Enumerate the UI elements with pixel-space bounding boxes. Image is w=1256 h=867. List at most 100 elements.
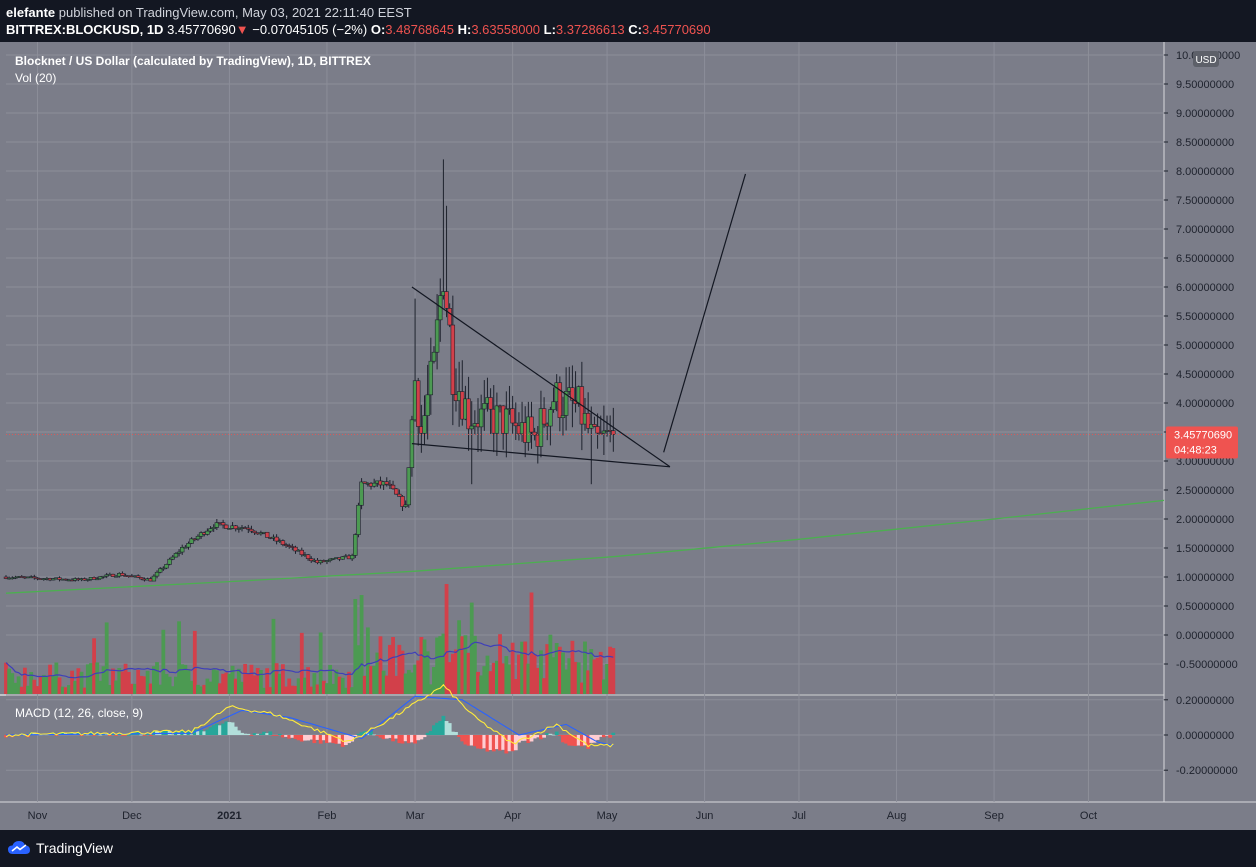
volume-bar xyxy=(158,684,163,694)
volume-bar xyxy=(517,654,521,694)
candle-body xyxy=(157,568,163,573)
volume-bar xyxy=(76,668,81,694)
time-axis-label: May xyxy=(597,810,618,822)
macd-histogram-bar xyxy=(236,730,241,735)
macd-histogram-bar xyxy=(258,733,263,735)
volume-bar xyxy=(262,687,266,694)
volume-bar xyxy=(369,666,373,694)
macd-histogram-bar xyxy=(570,735,575,746)
volume-bar xyxy=(501,663,506,694)
macd-histogram-bar xyxy=(233,726,238,735)
macd-histogram-bar xyxy=(142,735,147,736)
volume-bar xyxy=(337,676,342,694)
candle-body xyxy=(220,522,226,526)
volume-bar xyxy=(586,670,591,694)
volume-bar xyxy=(98,680,103,694)
macd-histogram-bar xyxy=(214,723,219,735)
time-axis-label: Jul xyxy=(792,810,806,822)
macd-histogram-bar xyxy=(406,735,411,744)
macd-histogram-bar xyxy=(196,731,200,735)
candle-body xyxy=(51,578,56,581)
time-axis-label: Nov xyxy=(28,810,48,822)
moving-average-line xyxy=(5,499,1165,594)
volume-bar xyxy=(520,641,524,694)
candle-body xyxy=(529,416,534,433)
macd-histogram-bar xyxy=(189,734,194,736)
candle-body xyxy=(85,579,91,581)
candle-body xyxy=(450,324,456,395)
volume-bar xyxy=(252,675,257,694)
macd-histogram-bar xyxy=(595,735,600,740)
candle-body xyxy=(32,576,37,579)
macd-histogram-bar xyxy=(183,733,188,735)
candle-body xyxy=(504,408,509,434)
candle-body xyxy=(249,528,254,532)
volume-bar xyxy=(4,662,8,694)
chart-canvas[interactable]: NovDec2021FebMarAprMayJunJulAugSepOct10.… xyxy=(0,42,1256,830)
volume-bar xyxy=(161,629,166,694)
macd-histogram-bar xyxy=(331,735,336,744)
price-axis-label: 8.50000000 xyxy=(1176,137,1234,149)
candle-body xyxy=(494,405,500,434)
high-value: 3.63558000 xyxy=(471,22,540,37)
candle-body xyxy=(488,397,493,410)
volume-bar xyxy=(343,687,348,694)
macd-histogram-bar xyxy=(240,732,244,735)
volume-bar xyxy=(403,673,408,694)
candle-body xyxy=(557,382,563,419)
volume-bar xyxy=(293,685,298,694)
macd-histogram-bar xyxy=(422,735,427,738)
volume-bar xyxy=(485,655,490,694)
symbol-label[interactable]: BITTREX:BLOCKUSD, 1D xyxy=(6,22,164,37)
volume-bar xyxy=(334,669,339,694)
volume-bar xyxy=(510,642,515,694)
volume-bar xyxy=(35,686,40,694)
candle-body xyxy=(309,558,314,562)
macd-histogram-bar xyxy=(164,730,169,735)
volume-bar xyxy=(268,687,273,694)
volume-bar xyxy=(249,664,254,694)
volume-bar xyxy=(356,645,361,694)
candle-body xyxy=(548,409,553,427)
macd-histogram-bar xyxy=(60,732,65,735)
volume-bar xyxy=(450,653,455,694)
volume-bar xyxy=(561,652,565,694)
volume-bar xyxy=(444,584,449,694)
volume-bar xyxy=(340,677,345,694)
macd-histogram-bar xyxy=(403,735,408,742)
candle-body xyxy=(428,360,434,396)
volume-bar xyxy=(277,673,282,694)
macd-histogram-bar xyxy=(598,735,603,737)
volume-bar xyxy=(221,673,226,694)
volume-bar xyxy=(202,684,207,694)
volume-bar xyxy=(107,685,112,694)
volume-bar xyxy=(85,664,90,694)
volume-bar xyxy=(54,662,59,694)
macd-histogram-bar xyxy=(425,732,430,735)
low-value: 3.37286613 xyxy=(555,22,625,37)
candle-body xyxy=(390,484,396,490)
candle-body xyxy=(208,528,213,532)
volume-bar xyxy=(535,667,540,694)
macd-histogram-bar xyxy=(347,735,351,744)
candle-body xyxy=(469,425,474,430)
price-axis-label: 8.00000000 xyxy=(1176,166,1234,178)
volume-bar xyxy=(466,652,471,694)
volume-bar xyxy=(145,670,150,694)
price-axis-area xyxy=(1164,42,1256,802)
volume-bar xyxy=(79,671,84,694)
author-name[interactable]: elefante xyxy=(6,5,56,20)
candle-body xyxy=(431,351,437,362)
volume-bar xyxy=(472,635,477,694)
macd-histogram-bar xyxy=(227,722,232,735)
macd-histogram-bar xyxy=(89,731,93,735)
volume-bar xyxy=(114,680,119,694)
tradingview-logo[interactable]: TradingView xyxy=(8,840,113,856)
price-axis-label: 4.50000000 xyxy=(1176,369,1234,381)
macd-histogram-bar xyxy=(161,730,166,735)
time-axis-label: Feb xyxy=(317,810,336,822)
volume-bar xyxy=(70,670,74,694)
macd-histogram-bar xyxy=(545,733,550,735)
macd-histogram-bar xyxy=(438,720,443,735)
macd-histogram-bar xyxy=(243,733,248,735)
